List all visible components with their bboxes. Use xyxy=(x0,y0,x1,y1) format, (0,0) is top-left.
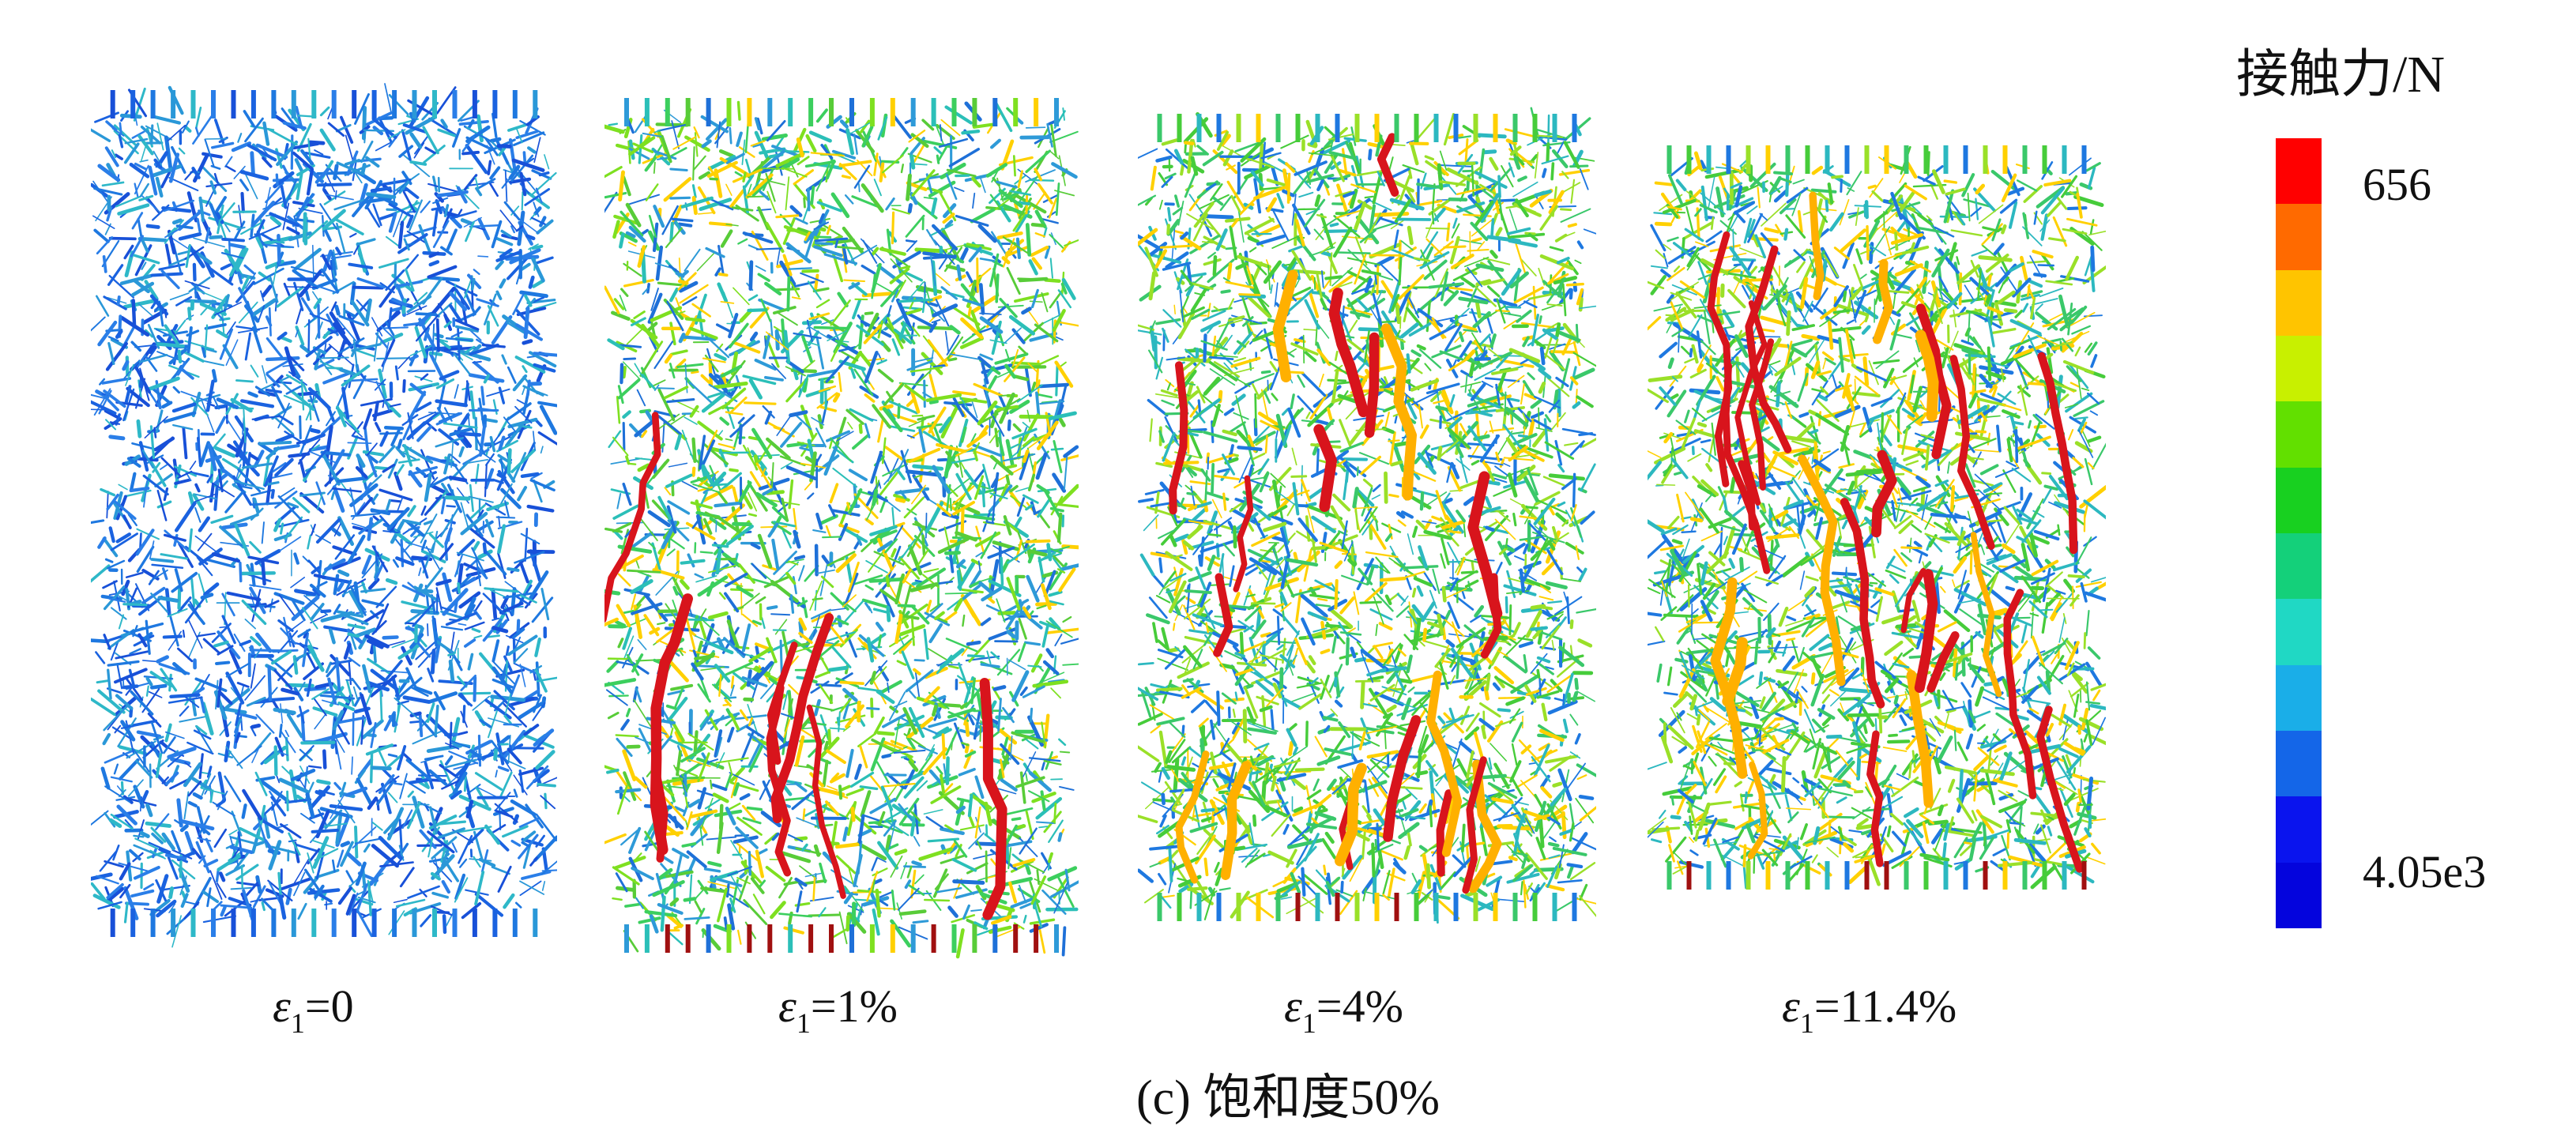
force-chain-network-2 xyxy=(604,98,1079,959)
strain-subscript: 1 xyxy=(290,1007,305,1039)
panel-label-2: ε1=1% xyxy=(778,980,898,1040)
color-scale-segment-11 xyxy=(2276,796,2322,863)
legend-title: 接触力/N xyxy=(2236,46,2445,103)
force-chain-network-4 xyxy=(1648,145,2106,890)
strain-value: =4% xyxy=(1316,980,1403,1032)
strain-symbol: ε xyxy=(273,980,291,1032)
strain-value: =1% xyxy=(810,980,898,1032)
contact-force-chains xyxy=(604,98,1079,959)
color-scale-segment-7 xyxy=(2276,532,2322,600)
panel-label-4: ε1=11.4% xyxy=(1782,980,1956,1040)
color-scale-segment-1 xyxy=(2276,138,2322,205)
force-chain-panel-4 xyxy=(1648,79,2106,972)
force-chain-panel-2 xyxy=(604,79,1079,972)
contact-force-chains xyxy=(1648,145,2106,890)
color-scale-segment-10 xyxy=(2276,730,2322,797)
contact-force-chains xyxy=(91,83,557,948)
force-chain-network-1 xyxy=(91,83,557,948)
color-scale-bar xyxy=(2276,138,2322,928)
figure-caption: (c) 饱和度50% xyxy=(1136,1071,1440,1125)
panel-label-1: ε1=0 xyxy=(273,980,354,1040)
force-chain-panel-1 xyxy=(91,79,557,972)
strain-subscript: 1 xyxy=(1799,1007,1814,1039)
color-scale-segment-9 xyxy=(2276,664,2322,731)
force-chain-panel-3 xyxy=(1138,79,1596,972)
color-scale-segment-2 xyxy=(2276,204,2322,270)
strain-symbol: ε xyxy=(1782,980,1800,1032)
strain-symbol: ε xyxy=(1284,980,1302,1032)
strain-value: =0 xyxy=(304,980,354,1032)
contact-force-chains xyxy=(1138,107,1596,924)
force-chain-network-3 xyxy=(1138,107,1596,924)
color-scale-segment-4 xyxy=(2276,335,2322,402)
panel-label-3: ε1=4% xyxy=(1284,980,1403,1040)
strain-value: =11.4% xyxy=(1813,980,1957,1032)
color-scale-segment-12 xyxy=(2276,862,2322,928)
strain-symbol: ε xyxy=(778,980,797,1032)
color-scale-segment-8 xyxy=(2276,599,2322,665)
strain-subscript: 1 xyxy=(1301,1007,1316,1039)
legend-max-label: 656 xyxy=(2363,159,2431,210)
color-scale-segment-3 xyxy=(2276,269,2322,336)
color-scale-segment-5 xyxy=(2276,401,2322,468)
strain-subscript: 1 xyxy=(796,1007,811,1039)
legend-min-label: 4.05e3 xyxy=(2363,846,2487,897)
color-scale-segment-6 xyxy=(2276,467,2322,533)
